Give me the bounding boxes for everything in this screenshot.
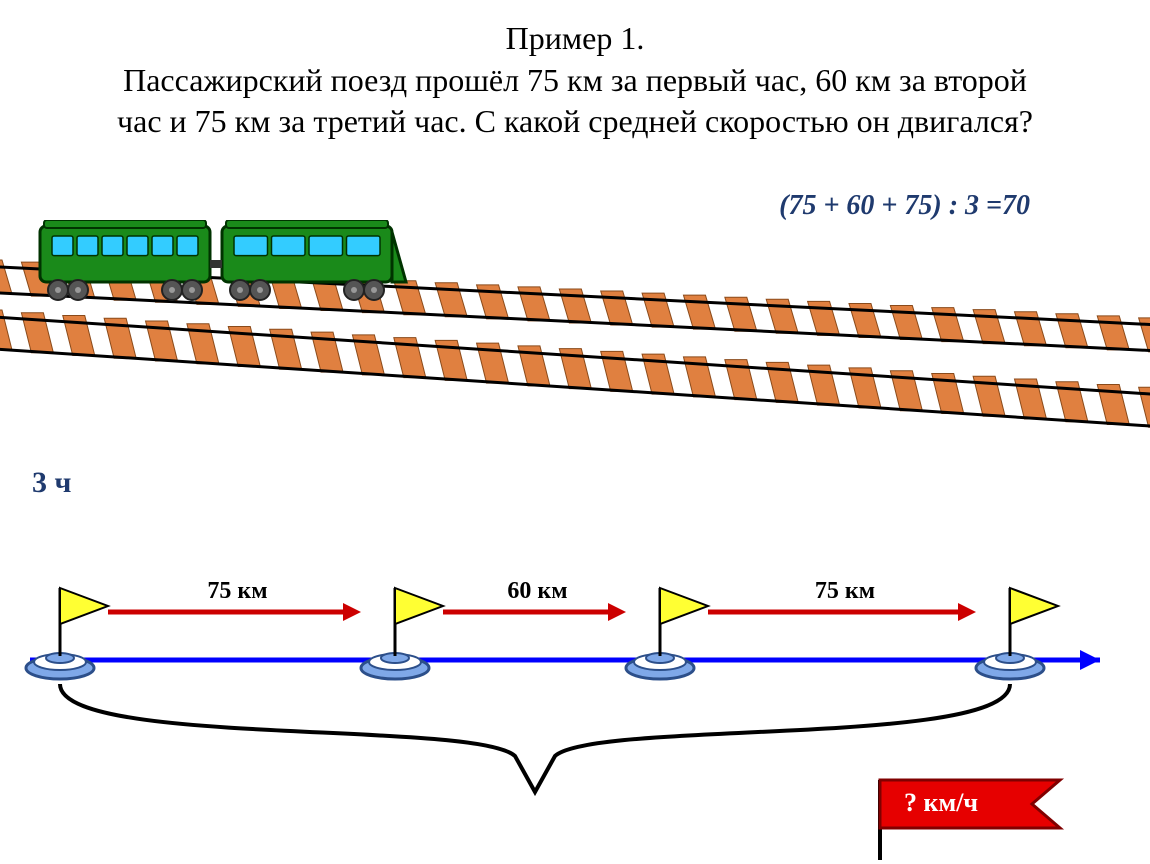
- title-line-2: Пассажирский поезд прошёл 75 км за первы…: [0, 60, 1150, 102]
- title-line-3: час и 75 км за третий час. С какой средн…: [0, 101, 1150, 143]
- title-line-1: Пример 1.: [0, 18, 1150, 60]
- solution-equation: (75 + 60 + 75) : 3 =70: [779, 190, 1030, 222]
- time-label: 3 ч: [32, 466, 71, 500]
- segment-label: 75 км: [795, 578, 895, 605]
- segment-label: 60 км: [488, 578, 588, 605]
- train-illustration: [0, 220, 1150, 480]
- answer-flag-label: ? км/ч: [904, 788, 978, 818]
- segment-label: 75 км: [188, 578, 288, 605]
- problem-title: Пример 1. Пассажирский поезд прошёл 75 к…: [0, 0, 1150, 143]
